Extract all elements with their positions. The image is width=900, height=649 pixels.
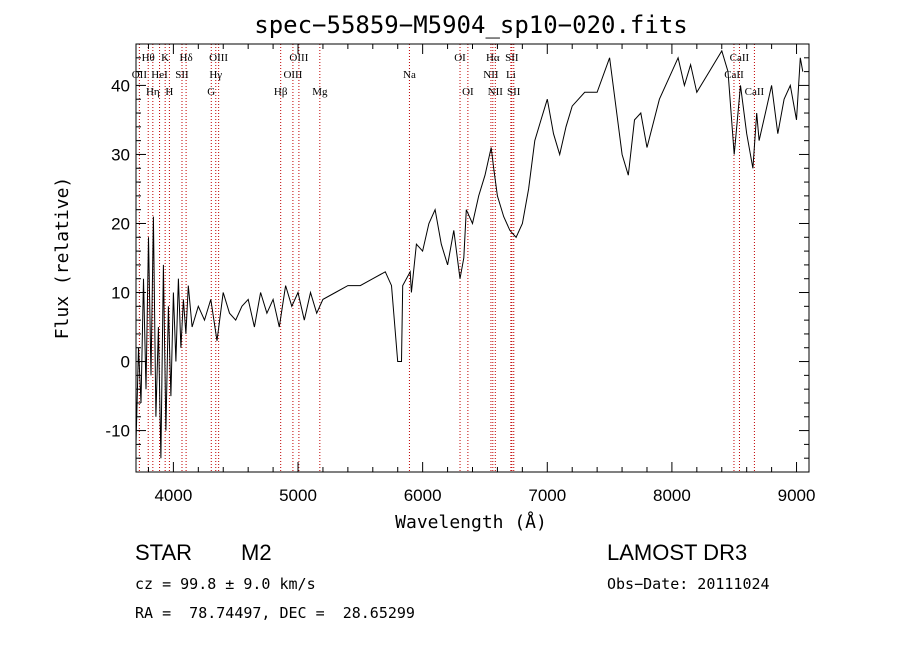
emission-line-label: SII: [507, 86, 521, 98]
emission-line-label: SII: [505, 52, 519, 64]
spectrum-line: [135, 49, 804, 459]
emission-line-label: Hη: [146, 86, 160, 98]
emission-line-label: NII: [488, 86, 504, 98]
redshift-cz: cz = 99.8 ± 9.0 km/s: [135, 575, 316, 593]
emission-line-label: SII: [175, 69, 189, 81]
plot-frame: [135, 43, 810, 473]
x-tick-label: 6000: [404, 486, 442, 505]
emission-line-label: CaII: [730, 52, 750, 64]
emission-line-label: Hγ: [209, 69, 222, 81]
emission-line-label: CaII: [724, 69, 744, 81]
x-tick-label: 8000: [653, 486, 691, 505]
emission-line-label: Hα: [486, 52, 500, 64]
x-tick-label: 4000: [154, 486, 192, 505]
emission-line-label: Hδ: [180, 52, 193, 64]
coordinates: RA = 78.74497, DEC = 28.65299: [135, 604, 415, 622]
y-axis-label: Flux (relative): [52, 177, 73, 340]
object-class: STAR: [135, 540, 193, 565]
emission-line-label: OIII: [209, 52, 228, 64]
x-axis-label: Wavelength (Å): [395, 511, 547, 533]
y-tick-label: 0: [121, 353, 130, 372]
emission-line-label: OIII: [289, 52, 308, 64]
emission-line-label: OI: [462, 86, 474, 98]
emission-line-label: OII: [132, 69, 148, 81]
emission-line-label: Mg: [312, 86, 328, 98]
y-axis: -10 0 10 20 30 40: [105, 43, 809, 459]
x-tick-label: 5000: [279, 486, 317, 505]
x-tick-label: 9000: [778, 486, 816, 505]
emission-line-label: Li: [506, 69, 516, 81]
survey-name: LAMOST DR3: [607, 540, 748, 565]
emission-line-label: HeI: [151, 69, 168, 81]
y-tick-label: -10: [105, 422, 130, 441]
emission-line-label: K: [161, 52, 169, 64]
y-tick-label: 20: [111, 214, 130, 233]
emission-line-label: CaII: [745, 86, 765, 98]
x-axis: 4000 5000 6000 7000 8000 9000: [147, 44, 816, 505]
x-tick-label: 7000: [528, 486, 566, 505]
emission-line-label: H: [165, 86, 173, 98]
emission-lines: [138, 44, 755, 472]
emission-line-label: Na: [403, 69, 416, 81]
emission-line-label: OI: [454, 52, 466, 64]
y-tick-label: 30: [111, 145, 130, 164]
emission-line-label: NII: [483, 69, 499, 81]
y-tick-label: 40: [111, 76, 130, 95]
chart-title: spec−55859−M5904_sp10−020.fits: [254, 11, 687, 39]
object-subclass: M2: [241, 540, 272, 565]
emission-line-label: Hβ: [274, 86, 288, 98]
observation-date: Obs−Date: 20111024: [607, 575, 770, 593]
emission-line-label: OIII: [283, 69, 302, 81]
y-tick-label: 10: [111, 284, 130, 303]
emission-line-label: G: [207, 86, 215, 98]
emission-line-labels: HθOIIHηHeIKHSIIHδHγGOIIIHβOIIIOIIIMgNaOI…: [132, 52, 765, 98]
emission-line-label: Hθ: [142, 52, 155, 64]
